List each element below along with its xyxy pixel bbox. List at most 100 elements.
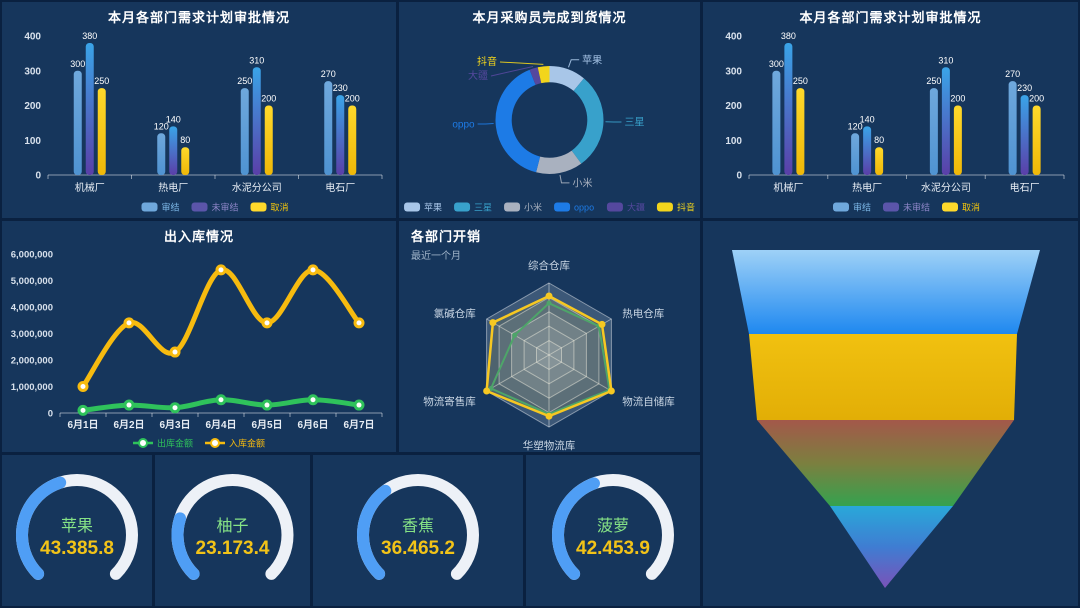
gauge-pineapple[interactable]: 菠萝 42.453.9	[526, 455, 700, 606]
legend-item-2[interactable]: 取消	[942, 202, 980, 213]
bar-水泥分公司-审结[interactable]	[240, 88, 249, 175]
svg-text:200: 200	[24, 101, 41, 112]
bar-热电厂-未审结[interactable]	[169, 126, 178, 175]
bar-水泥分公司-未审结[interactable]	[252, 67, 261, 175]
line-series-入库金额[interactable]	[80, 267, 362, 389]
expense-radar-title: 各部门开销	[411, 229, 482, 244]
arrival-donut-chart[interactable]: 苹果 三星 小米 oppo 大疆 抖音 苹果 三星 小米 oppo 大疆 抖音	[399, 2, 700, 218]
legend-item-0[interactable]: 审结	[833, 202, 871, 213]
dept-approval-left-chart[interactable]: 0 100 200 300 400 机械厂 300 380 250 热电厂 120 140 80 水泥分公…	[2, 2, 396, 218]
funnel-segment-2[interactable]	[757, 420, 1014, 506]
inout-line-chart[interactable]: 0 1,000,000 2,000,000 3,000,000 4,000,000 5,0…	[2, 221, 396, 452]
svg-text:23.173.4: 23.173.4	[196, 538, 270, 559]
legend-item-1[interactable]: 入库金额	[205, 438, 265, 449]
gauge-svg[interactable]: 香蕉 36.465.2	[313, 455, 523, 606]
svg-text:小米: 小米	[524, 202, 542, 213]
bar-电石厂-未审结[interactable]	[1020, 95, 1029, 175]
bar-机械厂-未审结[interactable]	[85, 42, 94, 176]
dept-approval-right-chart[interactable]: 0 100 200 300 400 机械厂 300 380 250 热电厂 120 140 80 水泥分公…	[703, 2, 1078, 218]
svg-text:华塑物流库: 华塑物流库	[523, 439, 576, 452]
svg-text:小米: 小米	[572, 176, 592, 189]
pie-slice-大疆[interactable]	[529, 67, 542, 85]
bar-机械厂-取消[interactable]	[796, 88, 805, 175]
svg-text:300: 300	[725, 66, 742, 77]
gauge-svg[interactable]: 苹果 43.385.8	[2, 455, 152, 606]
pie-slice-小米[interactable]	[536, 150, 582, 175]
svg-text:未审结: 未审结	[903, 202, 930, 213]
legend-item-1[interactable]: 三星	[454, 202, 492, 213]
legend-item-2[interactable]: 小米	[504, 202, 542, 213]
bar-热电厂-取消[interactable]	[181, 147, 190, 175]
bar-水泥分公司-未审结[interactable]	[941, 67, 950, 175]
pie-slice-三星[interactable]	[571, 78, 604, 164]
svg-text:250: 250	[793, 76, 808, 86]
svg-text:苹果: 苹果	[582, 53, 602, 66]
pie-slice-苹果[interactable]	[549, 66, 584, 91]
legend-item-0[interactable]: 审结	[141, 202, 180, 213]
bar-水泥分公司-审结[interactable]	[929, 88, 938, 175]
dept-approval-left-title: 本月各部门需求计划审批情况	[107, 10, 290, 25]
expense-radar-chart[interactable]: 综合仓库 热电仓库 物流自储库 华塑物流库 物流寄售库 氯碱仓库	[399, 221, 700, 452]
bar-机械厂-审结[interactable]	[73, 70, 82, 175]
pie-slice-oppo[interactable]	[495, 69, 541, 173]
svg-text:热电厂: 热电厂	[852, 181, 882, 194]
bar-电石厂-取消[interactable]	[348, 105, 357, 176]
funnel-chart[interactable]	[703, 221, 1078, 606]
svg-text:100: 100	[24, 136, 41, 147]
gauge-pomelo[interactable]: 柚子 23.173.4	[155, 455, 310, 606]
bar-电石厂-未审结[interactable]	[336, 95, 345, 175]
funnel-segment-1[interactable]	[749, 334, 1017, 420]
svg-text:0: 0	[736, 171, 742, 182]
bar-电石厂-审结[interactable]	[1008, 81, 1017, 175]
svg-text:审结: 审结	[853, 202, 871, 213]
svg-text:310: 310	[938, 55, 953, 65]
svg-text:100: 100	[725, 136, 742, 147]
legend-item-1[interactable]: 未审结	[883, 202, 930, 213]
svg-text:三星: 三星	[474, 203, 492, 213]
svg-text:250: 250	[926, 76, 941, 86]
legend-item-0[interactable]: 出库金额	[133, 438, 193, 449]
panel-gauge-pomelo: 柚子 23.173.4	[155, 455, 310, 606]
bar-热电厂-审结[interactable]	[851, 133, 860, 175]
funnel-chart-svg[interactable]	[703, 221, 1078, 606]
svg-text:80: 80	[180, 135, 190, 145]
svg-text:氯碱仓库: 氯碱仓库	[434, 307, 476, 320]
pie-slice-抖音[interactable]	[537, 66, 550, 84]
svg-text:三星: 三星	[624, 117, 644, 129]
legend-item-0[interactable]: 苹果	[404, 202, 442, 213]
line-chart-svg[interactable]: 0 1,000,000 2,000,000 3,000,000 4,000,000 5,0…	[2, 221, 396, 452]
svg-text:42.453.9: 42.453.9	[576, 538, 650, 559]
svg-text:苹果: 苹果	[61, 517, 93, 535]
gauge-apple[interactable]: 苹果 43.385.8	[2, 455, 152, 606]
svg-text:热电仓库: 热电仓库	[622, 307, 664, 320]
svg-text:6月1日: 6月1日	[67, 419, 98, 431]
gauge-progress-香蕉	[357, 484, 392, 580]
legend-item-3[interactable]: oppo	[554, 202, 594, 213]
svg-text:2,000,000: 2,000,000	[11, 356, 53, 367]
legend-item-5[interactable]: 抖音	[656, 202, 695, 213]
bar-电石厂-取消[interactable]	[1032, 105, 1041, 176]
bar-机械厂-审结[interactable]	[772, 70, 781, 175]
legend-item-2[interactable]: 取消	[250, 202, 289, 213]
bar-电石厂-审结[interactable]	[324, 81, 333, 175]
funnel-segment-3[interactable]	[830, 506, 953, 588]
funnel-segment-0[interactable]	[732, 250, 1040, 334]
svg-text:270: 270	[1005, 69, 1020, 79]
legend-item-1[interactable]: 未审结	[191, 202, 239, 213]
svg-text:140: 140	[860, 114, 875, 124]
gauge-svg[interactable]: 菠萝 42.453.9	[526, 455, 700, 606]
bar-机械厂-未审结[interactable]	[784, 42, 793, 176]
bar-热电厂-取消[interactable]	[875, 147, 884, 175]
legend-item-4[interactable]: 大疆	[606, 202, 645, 213]
bar-水泥分公司-取消[interactable]	[953, 105, 962, 176]
gauge-svg[interactable]: 柚子 23.173.4	[155, 455, 310, 606]
bar-热电厂-审结[interactable]	[157, 133, 166, 175]
bar-热电厂-未审结[interactable]	[863, 126, 872, 175]
bar-水泥分公司-取消[interactable]	[264, 105, 273, 176]
bar-机械厂-取消[interactable]	[97, 88, 106, 175]
gauge-banana[interactable]: 香蕉 36.465.2	[313, 455, 523, 606]
